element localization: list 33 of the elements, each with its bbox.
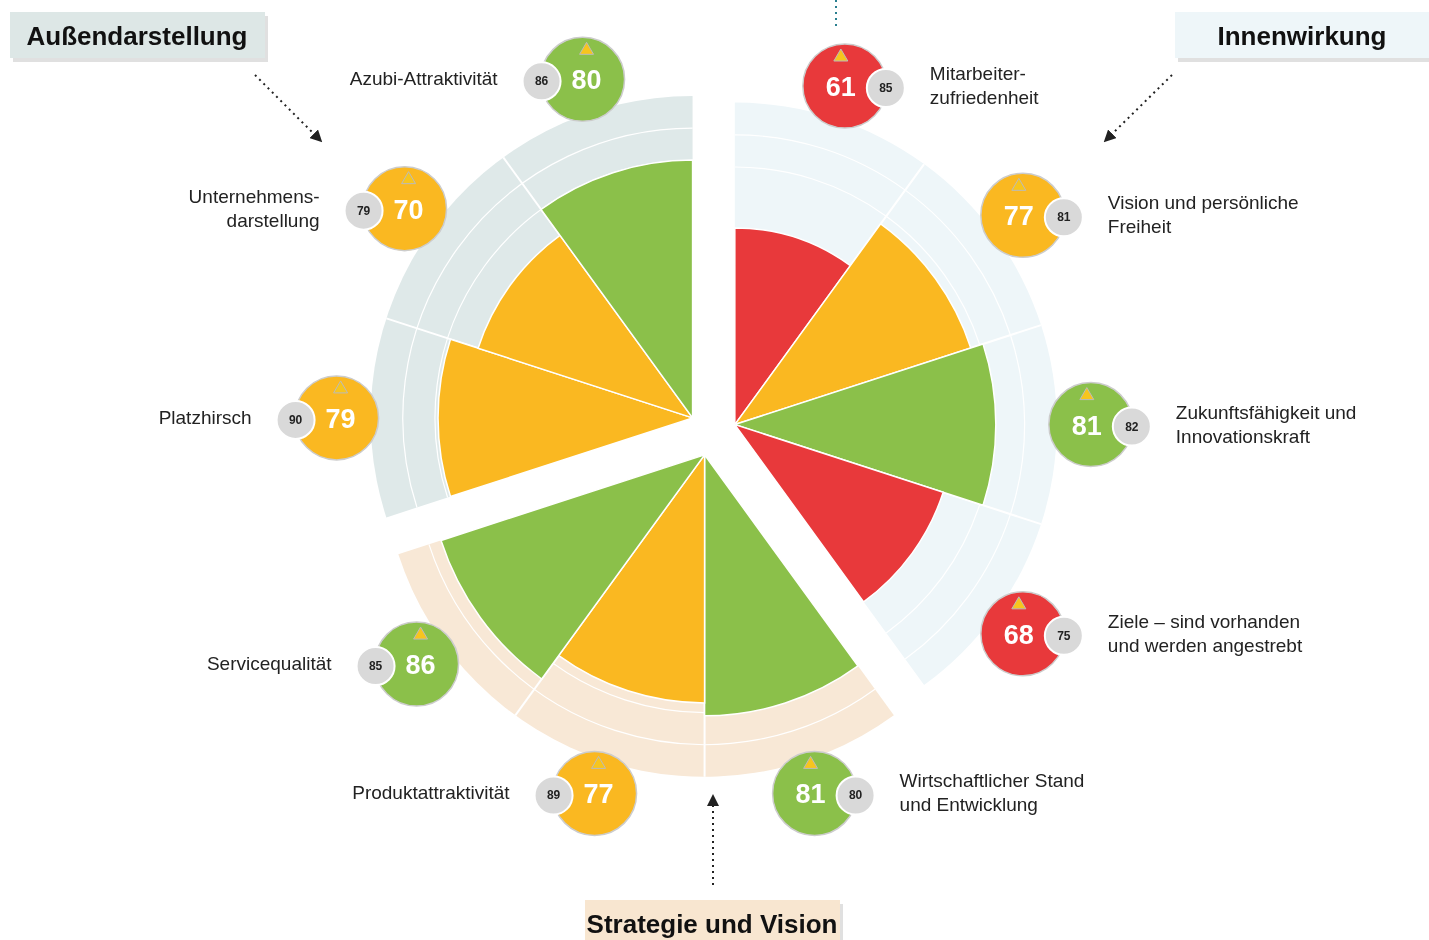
- data-label: 75: [1057, 628, 1071, 643]
- category-label: Mitarbeiter- zufriedenheit: [929, 63, 1040, 109]
- data-label: 86: [405, 650, 436, 681]
- text: Außendarstellung: [26, 21, 248, 51]
- data-label: 77: [583, 779, 614, 810]
- category-label: Vision und persönliche Freiheit: [1107, 192, 1299, 238]
- category-label: Azubi-Attraktivität: [349, 68, 499, 90]
- text: Strategie und Vision: [586, 909, 838, 939]
- text: Innenwirkung: [1217, 21, 1387, 51]
- data-label: 61: [825, 72, 856, 103]
- data-label: 85: [879, 81, 893, 96]
- category-label: Produktattraktivität: [352, 782, 511, 804]
- category-label: Ziele – sind vorhanden und werden angestrebt: [1107, 610, 1303, 656]
- data-label: 86: [534, 74, 549, 89]
- data-label: 79: [356, 203, 371, 218]
- data-label: 68: [1003, 619, 1034, 650]
- data-label: 70: [393, 194, 424, 225]
- data-label: 90: [288, 412, 303, 427]
- data-label: 80: [571, 65, 602, 96]
- category-label: Wirtschaftlicher Stand und Entwicklung: [899, 770, 1085, 816]
- category-label: Unternehmens- darstellung: [188, 185, 320, 231]
- data-label: 81: [795, 779, 826, 810]
- data-label: 81: [1071, 410, 1102, 441]
- data-label: 85: [368, 659, 383, 674]
- data-label: 89: [546, 788, 561, 803]
- data-label: 81: [1057, 210, 1071, 225]
- category-label: Platzhirsch: [158, 406, 252, 428]
- category-label: Servicequalität: [206, 653, 333, 675]
- data-label: 77: [1003, 201, 1034, 232]
- data-label: 82: [1125, 419, 1139, 434]
- data-label: 80: [848, 788, 863, 803]
- data-label: 79: [325, 403, 356, 434]
- category-label: Zukunftsfähigkeit und Innovationskraft: [1175, 401, 1357, 447]
